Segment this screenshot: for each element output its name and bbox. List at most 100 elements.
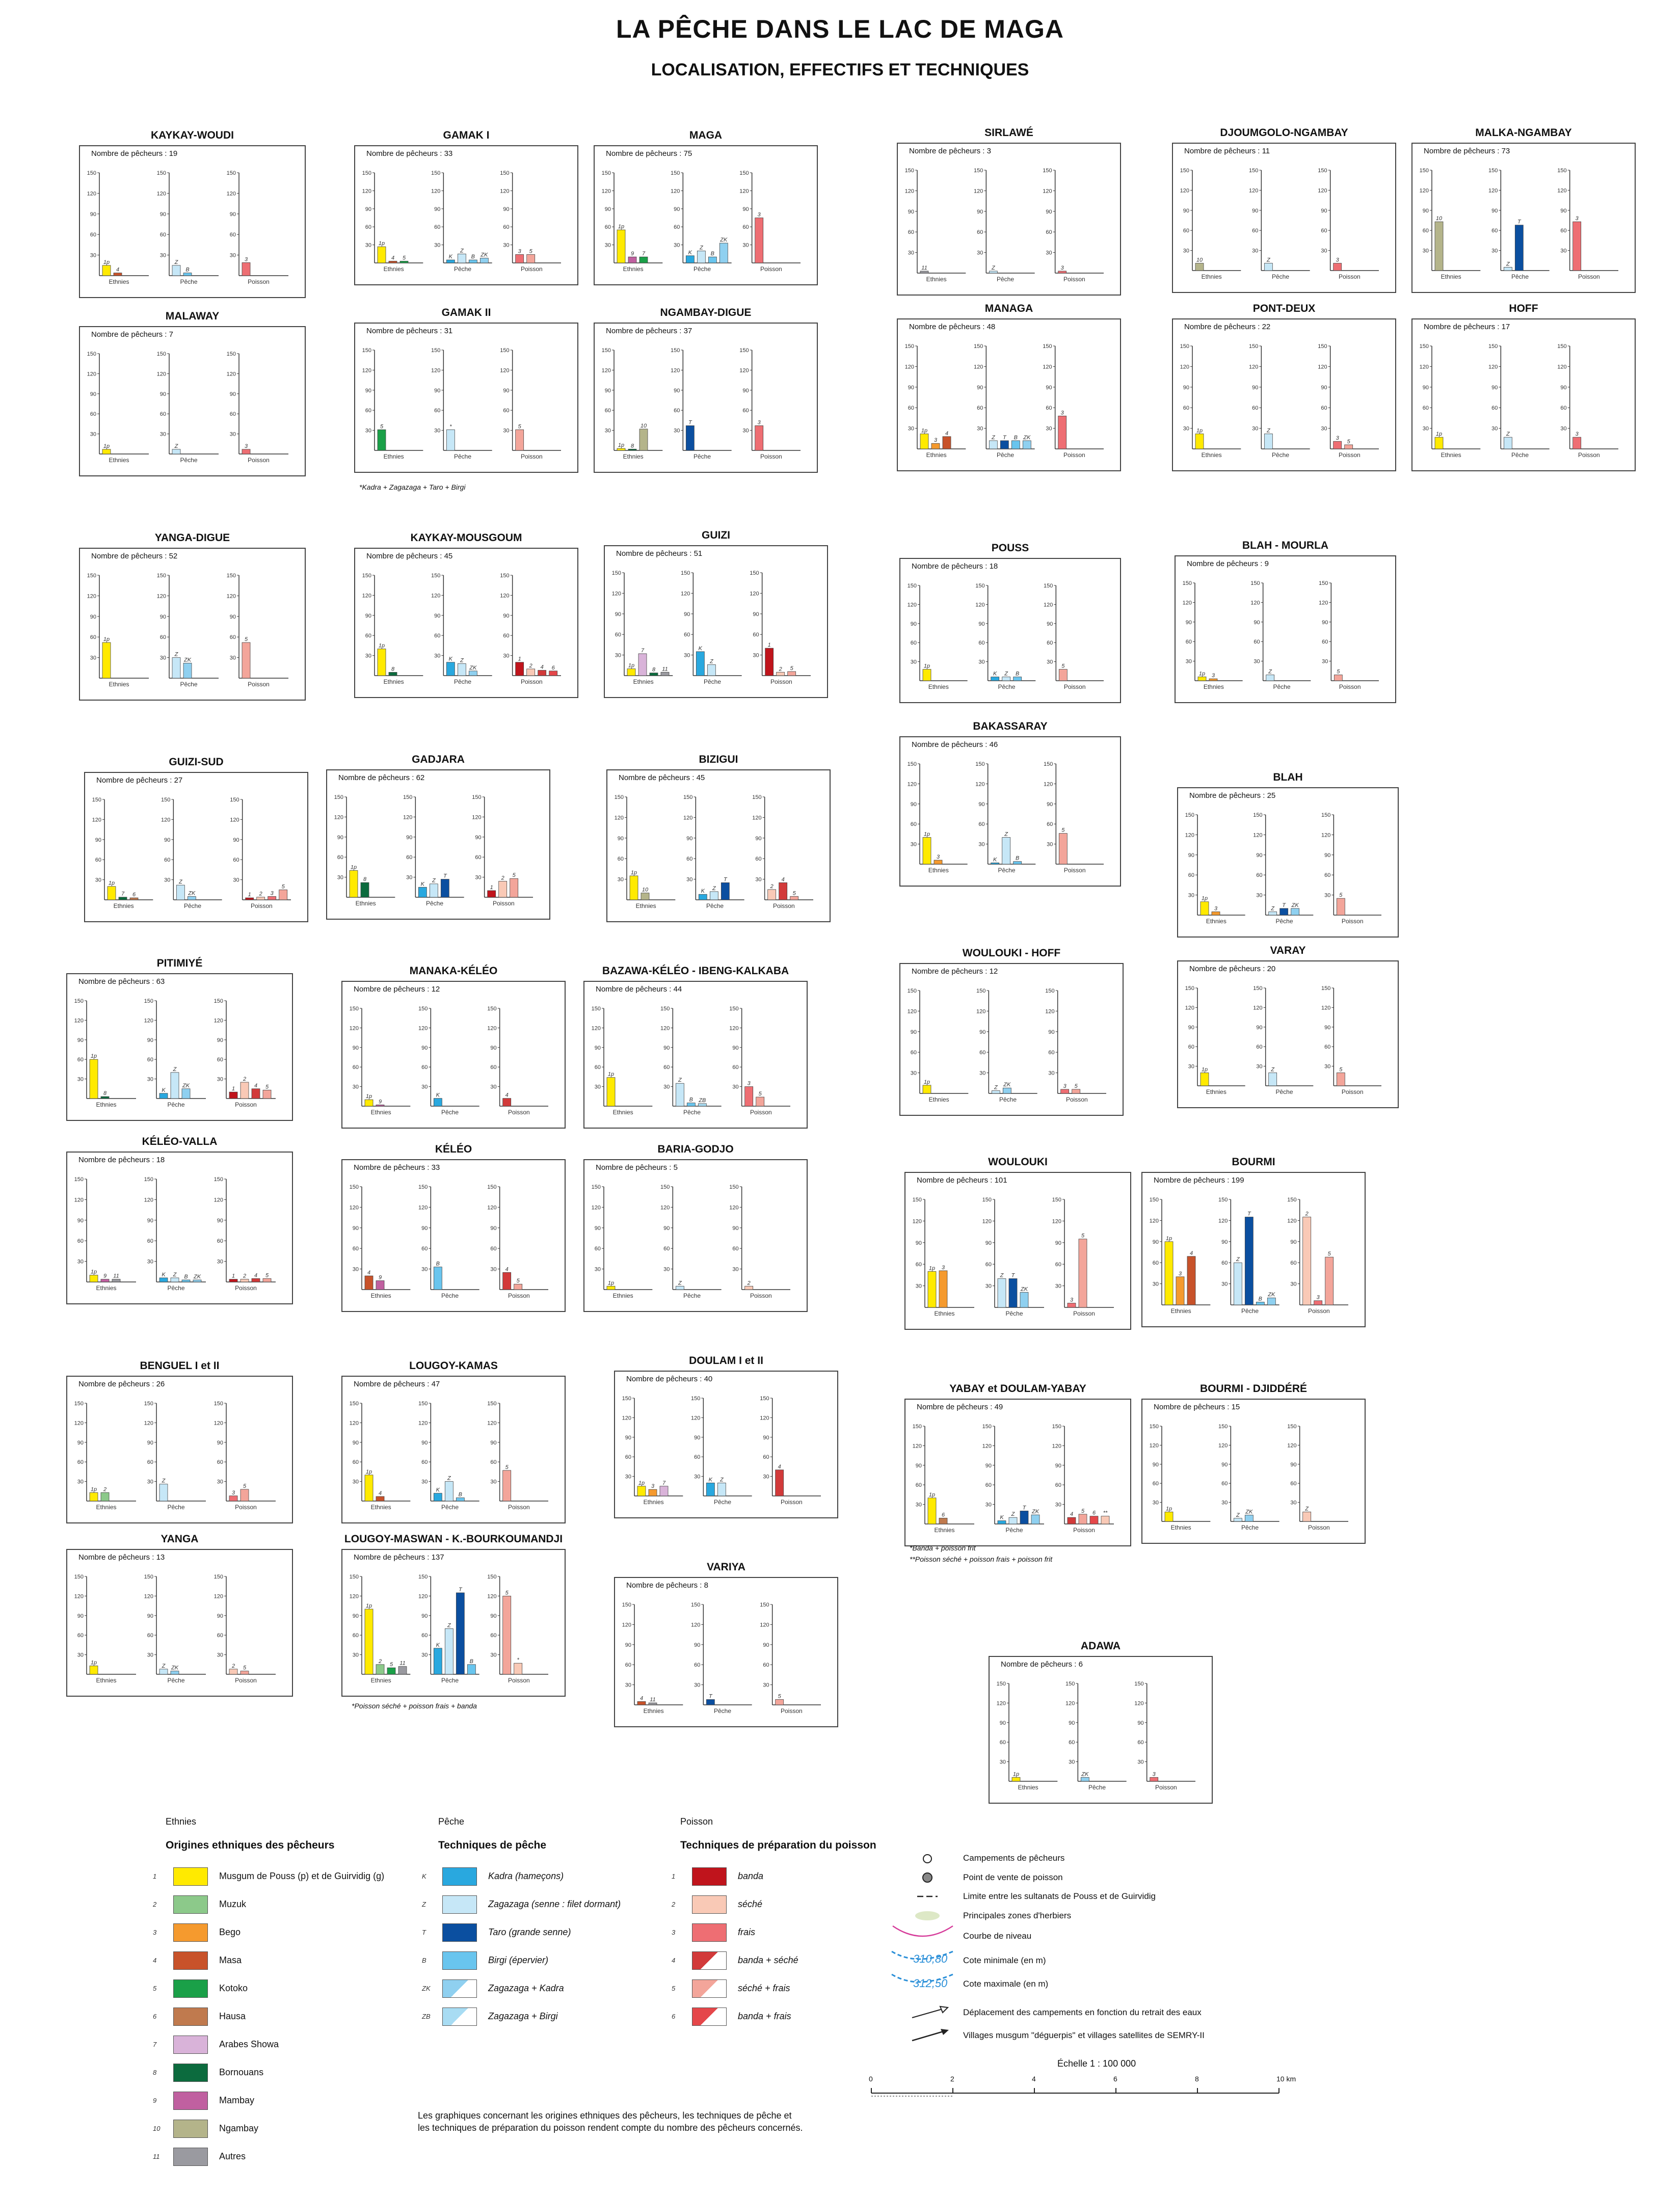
tick-label: 120 <box>739 367 749 373</box>
tick-label: 150 <box>1287 1424 1296 1430</box>
tick-label: 30 <box>1423 248 1429 254</box>
tick-label: 120 <box>671 188 680 194</box>
bar-label: T <box>709 1693 713 1699</box>
bar-label: Z <box>432 878 436 884</box>
tick-label: 90 <box>1252 208 1258 214</box>
tick-label: 30 <box>434 243 440 249</box>
fisher-count: Nombre de pêcheurs : 199 <box>1154 1176 1244 1185</box>
bar-label: 4 <box>505 1266 509 1272</box>
tick-label: 120 <box>1557 364 1566 370</box>
village-name: BLAH - MOURLA <box>1242 540 1329 551</box>
bar-label: 1p <box>1166 1236 1172 1242</box>
tick-label: 150 <box>362 347 371 354</box>
tick-label: 120 <box>334 814 343 820</box>
data-bar <box>1058 415 1067 449</box>
tick-label: 120 <box>976 1008 985 1014</box>
legend-item-label: banda + séché <box>738 1955 798 1965</box>
tick-label: 30 <box>434 653 440 659</box>
tick-label: 120 <box>1180 364 1189 370</box>
fisher-count: Nombre de pêcheurs : 49 <box>917 1403 1003 1411</box>
fisher-count: Nombre de pêcheurs : 22 <box>1184 323 1271 331</box>
tick-label: 150 <box>660 1184 670 1190</box>
tick-label: 60 <box>1256 1044 1262 1050</box>
axis-category-label: Pêche <box>704 678 721 685</box>
tick-label: 90 <box>217 1613 223 1619</box>
tick-label: 90 <box>434 613 440 619</box>
tick-label: 120 <box>660 1204 670 1211</box>
tick-label: 120 <box>1287 1442 1296 1449</box>
fisher-count: Nombre de pêcheurs : 101 <box>917 1176 1007 1185</box>
axis-category-label: Ethnies <box>109 278 129 285</box>
tick-label: 120 <box>1319 600 1328 606</box>
tick-label: 120 <box>350 1204 359 1211</box>
legend-swatch <box>173 2092 208 2110</box>
axis-category-label: Pêche <box>997 276 1014 283</box>
data-bar <box>89 1275 98 1282</box>
data-bar <box>1008 1278 1018 1308</box>
tick-label: 120 <box>752 815 761 821</box>
fisher-count: Nombre de pêcheurs : 44 <box>596 985 682 994</box>
tick-label: 60 <box>503 224 509 230</box>
village-chart: 150120906030Ethnies1p150120906030PêcheZZ… <box>1150 1424 1348 1531</box>
tick-label: 30 <box>1046 426 1052 432</box>
tick-label: 90 <box>421 1440 428 1446</box>
bar-label: 3 <box>651 1483 655 1489</box>
tick-label: 30 <box>503 243 509 249</box>
village-name: MALAWAY <box>165 310 220 322</box>
tick-label: 150 <box>683 794 692 800</box>
village-panel: YANGA-DIGUE Nombre de pêcheurs : 52 150 120… <box>79 532 306 701</box>
axis-category-label: Ethnies <box>96 1504 116 1511</box>
legend-swatch <box>692 1979 727 1998</box>
tick-label: 90 <box>1047 621 1053 627</box>
bar-label: 4 <box>1190 1250 1193 1256</box>
data-bar <box>129 897 139 900</box>
tick-label: 150 <box>671 347 680 354</box>
axis-category-label: Pêche <box>454 678 471 685</box>
fisher-count: Nombre de pêcheurs : 5 <box>596 1163 678 1172</box>
data-bar <box>468 671 477 676</box>
tick-label: 150 <box>974 168 983 174</box>
tick-label: 60 <box>763 1662 769 1668</box>
legend-item-number: 6 <box>672 2013 676 2020</box>
bar-label: 7 <box>121 891 125 897</box>
bar-label: 3 <box>1070 1297 1074 1303</box>
bar-label: K <box>421 881 425 887</box>
data-bar <box>685 255 695 263</box>
fisher-count: Nombre de pêcheurs : 15 <box>1154 1403 1240 1411</box>
axis-category-label: Poisson <box>235 1284 257 1292</box>
data-bar <box>991 677 1000 681</box>
data-bar <box>1089 1516 1099 1524</box>
tick-label: 90 <box>77 1218 84 1224</box>
fisher-count: Nombre de pêcheurs : 37 <box>606 327 692 335</box>
data-bar <box>418 887 427 898</box>
tick-label: 90 <box>1137 1720 1143 1726</box>
data-bar <box>446 429 455 451</box>
tick-label: 120 <box>1185 832 1194 838</box>
village-chart: 150 120 90 60 30 Ethnies 5 150 120 90 60 30 Pêche * 15… <box>362 347 561 460</box>
bar-label: * <box>449 423 452 430</box>
data-bar <box>1011 440 1020 449</box>
tick-label: 120 <box>1044 781 1053 787</box>
axis-category-label: Poisson <box>235 1101 257 1108</box>
data-bar <box>515 254 524 263</box>
axis-category-label: Pêche <box>1005 1310 1023 1317</box>
data-bar <box>606 1286 616 1290</box>
village-panel: BOURMI Nombre de pêcheurs : 199 150 120 90 60… <box>1141 1156 1366 1327</box>
axis-category-label: Poisson <box>1308 1524 1330 1531</box>
tick-label: 30 <box>1254 659 1260 665</box>
tick-label: 30 <box>686 877 692 883</box>
bar-label: 3 <box>1063 1083 1067 1089</box>
axis-category-label: Poisson <box>1073 1527 1095 1534</box>
legend-map-item: Cote minimale (en m) <box>963 1956 1046 1965</box>
axis-category-label: Poisson <box>1155 1784 1177 1791</box>
bar-label: B <box>1016 855 1019 862</box>
tick-label: 120 <box>1218 1442 1228 1449</box>
tick-label: 150 <box>1250 580 1260 586</box>
tick-label: 150 <box>1318 343 1327 350</box>
axis-category-label: Poisson <box>781 1707 803 1715</box>
tick-label: 90 <box>90 391 96 397</box>
village-panel: VARAY Nombre de pêcheurs : 20 150 120 90 60 30… <box>1177 945 1399 1108</box>
tick-label: 60 <box>353 1064 359 1070</box>
tick-label: 90 <box>911 1029 917 1035</box>
data-bar <box>927 1497 937 1524</box>
